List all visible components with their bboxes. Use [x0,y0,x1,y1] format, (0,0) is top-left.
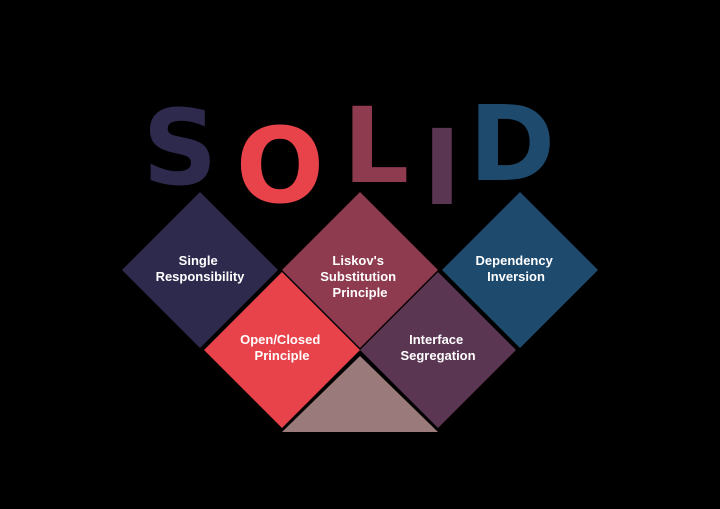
open-closed-label: Open/Closed Principle [240,332,324,363]
interface-segregation-diamond [360,272,516,428]
title-letter-s: S [143,87,218,209]
title-letter-d: D [469,83,555,205]
interface-segregation-label: Interface Segregation [400,332,475,363]
single-responsibility-diamond [122,192,278,348]
dependency-inversion-diamond [442,192,598,348]
dependency-inversion-label: Dependency Inversion [476,253,557,284]
liskov-substitution-diamond [282,192,438,348]
liskov-substitution-label: Liskov's Substitution Principle [320,253,399,300]
bottom-wedge [282,356,438,432]
open-closed-diamond [204,272,360,428]
title-letter-o: O [236,105,324,227]
single-responsibility-label: Single Responsibility [156,253,246,284]
title-letter-i: I [423,107,462,229]
title-letter-l: L [343,85,409,207]
